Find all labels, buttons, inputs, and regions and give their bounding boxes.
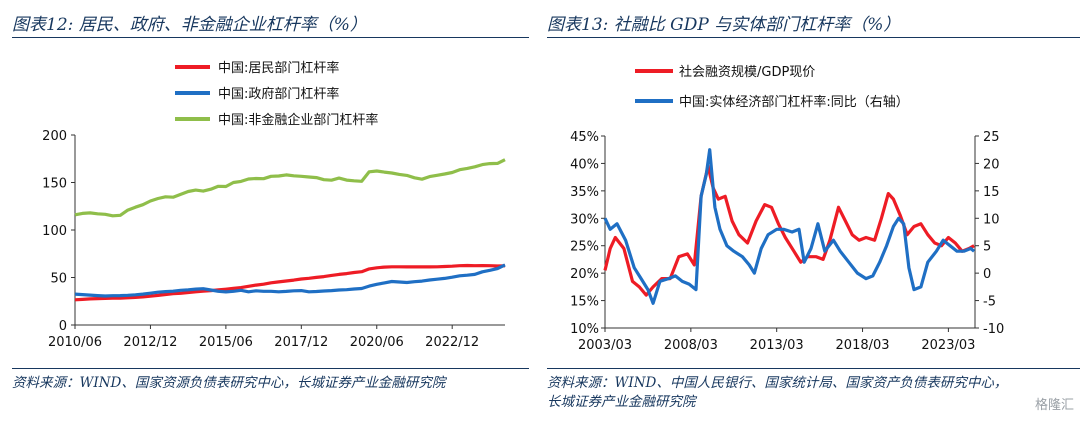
right-right-y-tick-label: 20 (983, 157, 1000, 172)
right-left-y-tick-label: 25% (570, 240, 599, 255)
right-panel: 图表13: 社融比 GDP 与实体部门杠杆率（%） 10% 15% 20% 25% 30… (545, 0, 1080, 421)
right-source-note: 资料来源：WIND、中国人民银行、国家统计局、国家资产负债表研究中心，长城证券产… (547, 375, 1008, 410)
left-source-note: 资料来源：WIND、国家资源负债表研究中心，长城证券产业金融研究院 (12, 375, 446, 391)
right-right-y-tick-label: 0 (983, 267, 991, 282)
left-series-line-0 (74, 263, 506, 302)
right-figure-title: 图表13: 社融比 GDP 与实体部门杠杆率（%） (547, 15, 901, 35)
left-figure-title: 图表12: 居民、政府、非金融企业杠杆率（%） (12, 15, 367, 35)
left-y-tick-label: 150 (42, 177, 67, 192)
left-x-tick-label: 2017/12 (274, 335, 328, 350)
left-x-tick-label: 2020/06 (350, 335, 404, 350)
right-x-tick-label: 2023/03 (921, 338, 975, 353)
right-right-y-tick-label: -10 (983, 322, 1004, 337)
left-source-rule (12, 368, 529, 369)
right-left-y-tick-label: 40% (570, 157, 599, 172)
right-legend-label-0: 社会融资规模/GDP现价 (679, 64, 815, 80)
right-left-y-tick-label: 30% (570, 212, 599, 227)
right-x-tick-label: 2018/03 (836, 338, 890, 353)
right-title-rule (547, 37, 1080, 38)
watermark: 格隆汇 (1034, 398, 1074, 413)
left-y-tick-label: 100 (42, 224, 67, 239)
right-x-tick-label: 2013/03 (750, 338, 804, 353)
right-x-tick-label: 2008/03 (664, 338, 718, 353)
right-right-y-tick-label: 15 (983, 185, 1000, 200)
right-left-y-tick-label: 10% (570, 322, 599, 337)
right-left-y-tick-label: 45% (570, 130, 599, 145)
left-series-line-1 (74, 263, 506, 298)
left-x-tick-label: 2010/06 (48, 335, 102, 350)
right-series-line-1 (603, 148, 976, 305)
right-right-y-tick-label: 10 (983, 212, 1000, 227)
left-x-tick-label: 2022/12 (425, 335, 479, 350)
right-x-tick-label: 2003/03 (578, 338, 632, 353)
right-chart: 10% 15% 20% 25% 30% 35% 40% 45% -10 -5 0 5 10 15 20 25 2… (570, 64, 1004, 353)
right-right-y-tick-label: -5 (983, 295, 996, 310)
right-left-y-tick-label: 35% (570, 185, 599, 200)
right-right-y-tick-label: 25 (983, 130, 1000, 145)
right-left-y-tick-label: 20% (570, 267, 599, 282)
left-title-rule (12, 37, 529, 38)
left-legend-label-2: 中国:非金融企业部门杠杆率 (218, 112, 378, 128)
right-source-rule (547, 368, 1080, 369)
left-y-tick-label: 0 (59, 319, 67, 334)
right-legend-label-1: 中国:实体经济部门杠杆率:同比（右轴） (679, 94, 909, 110)
left-series-line-2 (74, 158, 506, 218)
right-left-y-tick-label: 15% (570, 295, 599, 310)
left-chart: 0 50 100 150 200 2010/06 2012/12 2015/06 2017/12… (42, 60, 506, 350)
left-panel: 图表12: 居民、政府、非金融企业杠杆率（%） 0 50 100 150 200 2010… (0, 0, 535, 421)
left-y-tick-label: 200 (42, 129, 67, 144)
left-x-tick-label: 2012/12 (123, 335, 177, 350)
left-y-tick-label: 50 (50, 272, 67, 287)
left-x-tick-label: 2015/06 (199, 335, 253, 350)
right-right-y-tick-label: 5 (983, 240, 991, 255)
left-legend-label-1: 中国:政府部门杠杆率 (218, 86, 339, 102)
left-legend-label-0: 中国:居民部门杠杆率 (218, 60, 339, 76)
